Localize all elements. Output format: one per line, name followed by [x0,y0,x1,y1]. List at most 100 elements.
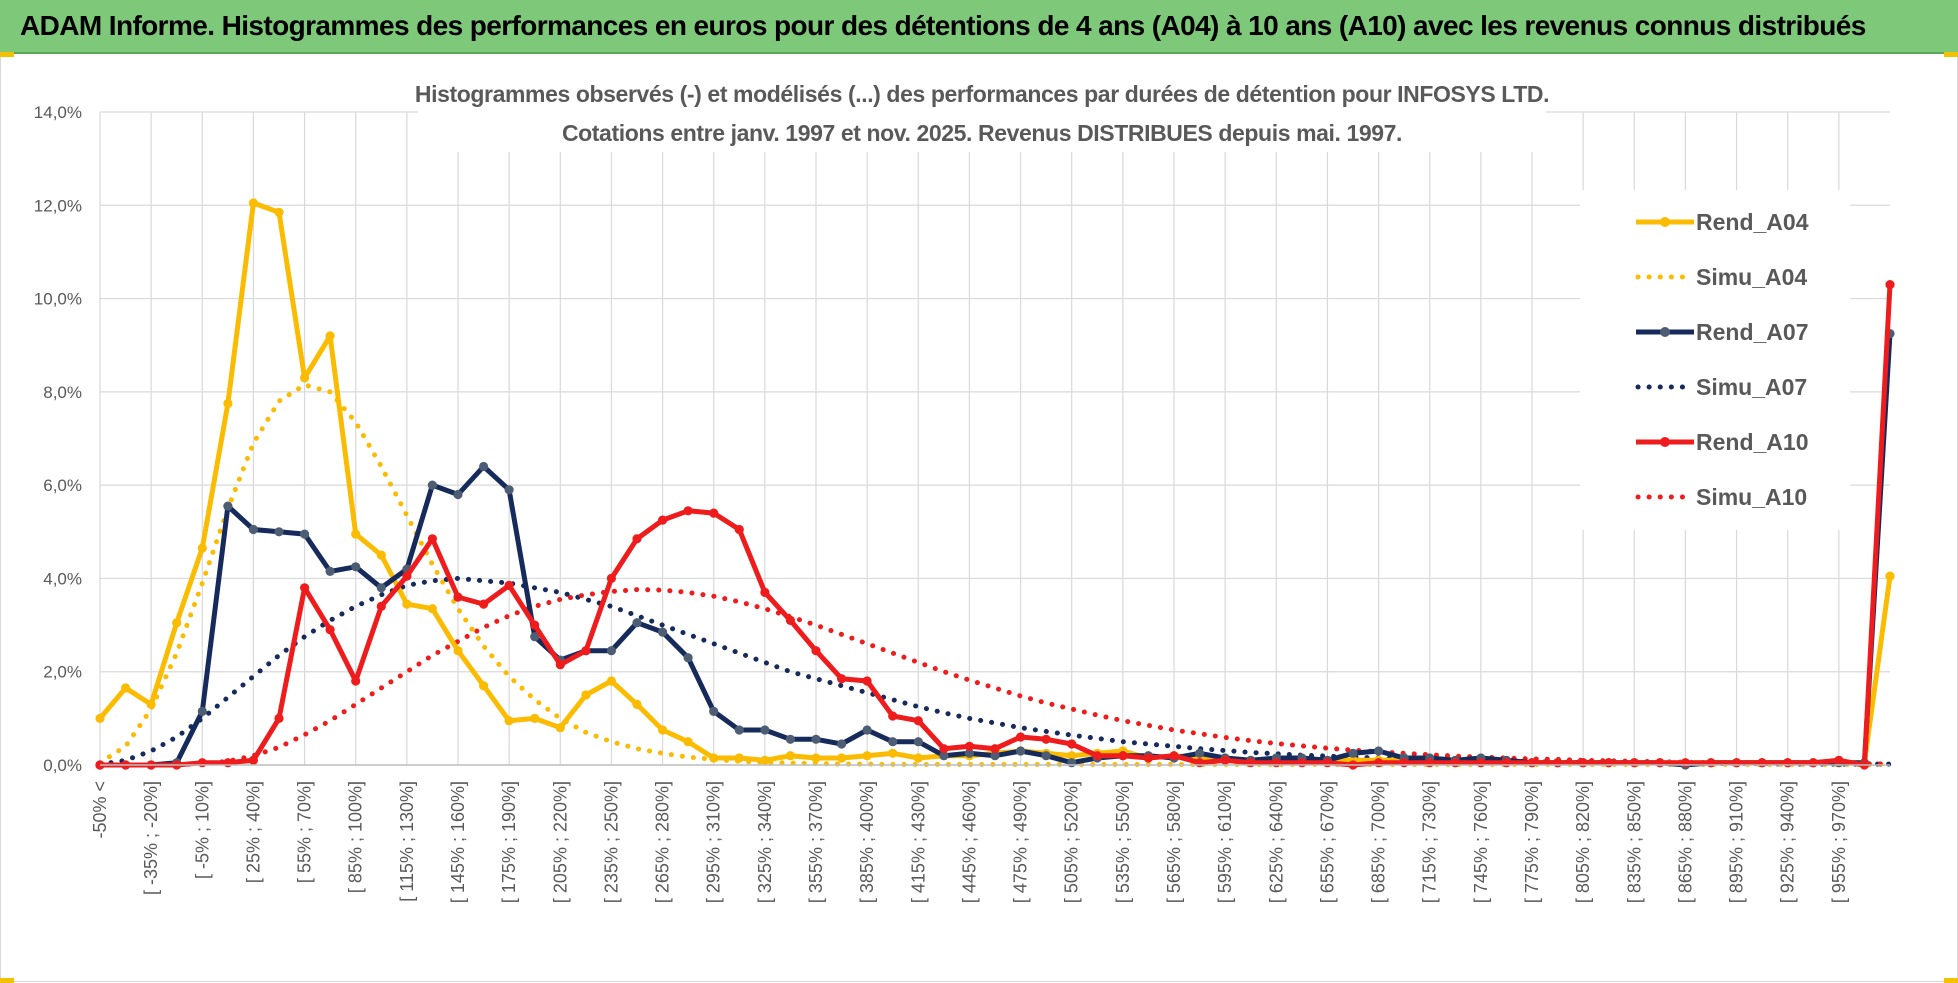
legend-item-simu-a04: Simu_A04 [1635,264,1807,290]
data-point [504,716,514,726]
data-point [837,674,847,684]
data-point [785,615,796,626]
data-point [223,501,233,511]
x-tick-label: [ 805% ; 820%] [1573,781,1593,903]
data-point [1092,751,1102,761]
data-point [939,751,949,761]
frame-corner [1944,978,1958,983]
data-point [172,618,182,628]
data-point [709,753,719,763]
data-point [1348,748,1358,758]
y-tick-label: 8,0% [43,383,82,402]
data-point [964,748,975,758]
x-tick-label: [ 325% ; 340%] [755,781,775,903]
legend-item-simu-a07: Simu_A07 [1635,374,1807,400]
data-point [1246,758,1256,768]
x-tick-label: [ 535% ; 550%] [1113,781,1133,903]
data-point [274,207,284,217]
x-tick-label: [ 925% ; 940%] [1778,781,1798,903]
data-point [1706,758,1716,768]
legend-item-simu-a10: Simu_A10 [1635,484,1807,510]
data-point [837,739,847,749]
data-point [837,753,847,763]
legend-item-rend-a04: Rend_A04 [1636,209,1809,235]
data-point [453,646,463,656]
report-title: ADAM Informe. Histogrammes des performan… [20,10,1866,41]
data-point [1297,758,1307,768]
legend-label: Simu_A04 [1696,264,1807,290]
chart-title: Histogrammes observés (-) et modélisés (… [415,81,1549,107]
data-point [1732,758,1742,768]
data-point [760,725,770,735]
legend: Rend_A04 Simu_A04 Rend_A07 Simu_A07 Rend_A10… [1580,190,1850,530]
data-point [479,681,489,691]
x-tick-label: [ 565% ; 580%] [1164,781,1184,903]
data-point [1757,758,1767,768]
y-tick-label: 14,0% [34,103,82,122]
data-point [1604,758,1614,768]
data-point [351,529,361,539]
data-point [632,699,642,710]
x-tick-label: [ 865% ; 880%] [1675,781,1695,903]
data-point [632,534,642,544]
data-point [402,571,412,581]
chart-title-block: Histogrammes observés (-) et modélisés (… [415,74,1550,152]
data-point [453,592,463,602]
x-tick-label: [ 235% ; 250%] [601,781,621,903]
data-point [95,713,105,724]
data-point [530,632,540,642]
data-point [1629,758,1639,768]
x-tick-label: [ 295% ; 310%] [704,781,724,903]
data-point [555,723,565,733]
data-point [683,653,693,663]
x-tick-label: [ 385% ; 400%] [857,781,877,903]
data-point [325,625,335,635]
x-tick-label: [ 205% ; 220%] [550,781,570,903]
data-point [785,751,796,761]
y-tick-label: 4,0% [43,569,82,588]
data-point [376,601,386,612]
series-simu-a10 [97,587,1893,768]
data-point [146,699,156,710]
y-tick-label: 6,0% [43,476,82,495]
data-point [555,660,565,670]
legend-marker [1660,217,1670,227]
data-point [734,524,744,535]
data-point [862,751,872,761]
legend-label: Simu_A07 [1696,374,1807,400]
data-point [325,566,335,577]
data-point [1143,753,1153,763]
data-point [581,646,591,656]
data-point [990,744,1000,754]
data-point [888,737,898,747]
x-tick-label: [ 505% ; 520%] [1062,781,1082,903]
x-tick-label: [ 355% ; 370%] [806,781,826,903]
data-point [1041,734,1051,744]
data-point [121,683,131,693]
data-point [427,604,437,614]
data-point [1169,751,1179,761]
data-point [300,529,310,539]
data-point [632,618,642,628]
data-point [939,744,949,754]
data-point [274,527,284,537]
data-point [658,725,668,735]
data-point [1450,758,1460,768]
y-tick-label: 0,0% [43,756,82,775]
x-tick-label: [ 445% ; 460%] [959,781,979,903]
axes: 0,0% 2,0% 4,0% 6,0% 8,0% 10,0% 12,0% 14,0% -50%… [34,103,1890,903]
data-point [248,755,258,765]
x-tick-label: [ 415% ; 430%] [908,781,928,903]
data-point [300,373,310,383]
data-point [913,716,923,726]
data-point [1067,751,1077,761]
data-point [325,331,335,341]
x-tick-label: [ 265% ; 280%] [653,781,673,903]
data-point [197,706,207,717]
data-point [1271,758,1281,768]
data-point [760,587,770,598]
data-point [479,461,489,472]
data-point [1834,755,1844,765]
x-tick-label: [ 715% ; 730%] [1420,781,1440,903]
data-point [1501,758,1511,768]
